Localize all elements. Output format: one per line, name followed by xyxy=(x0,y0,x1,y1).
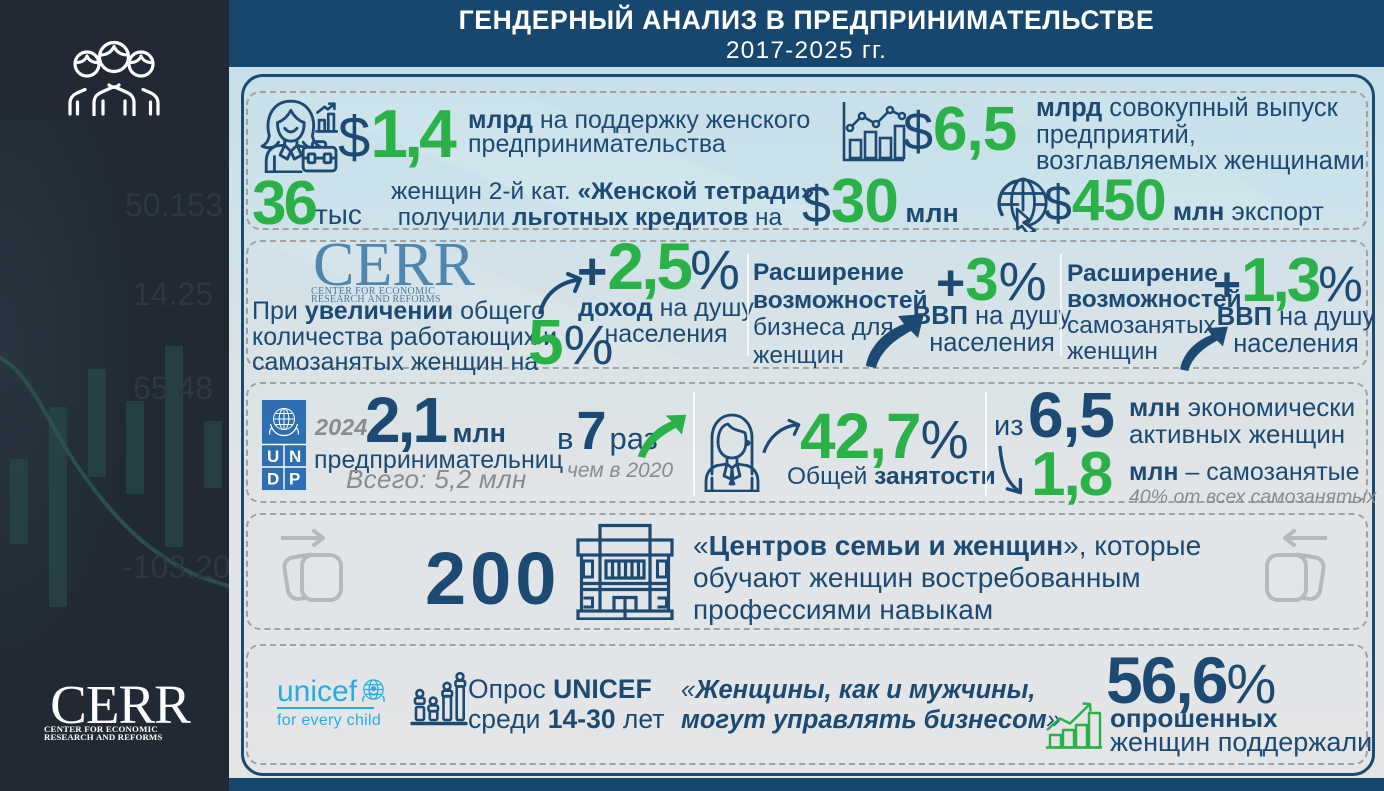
svg-text:14.25: 14.25 xyxy=(133,276,213,312)
svg-text:65.48: 65.48 xyxy=(133,370,213,406)
svg-text:50.153: 50.153 xyxy=(125,187,223,223)
svg-text:N: N xyxy=(289,447,301,466)
svg-text:D: D xyxy=(267,470,279,489)
svg-text:P: P xyxy=(289,470,300,489)
svg-text:-103.20: -103.20 xyxy=(122,549,229,585)
svg-text:U: U xyxy=(267,447,279,466)
